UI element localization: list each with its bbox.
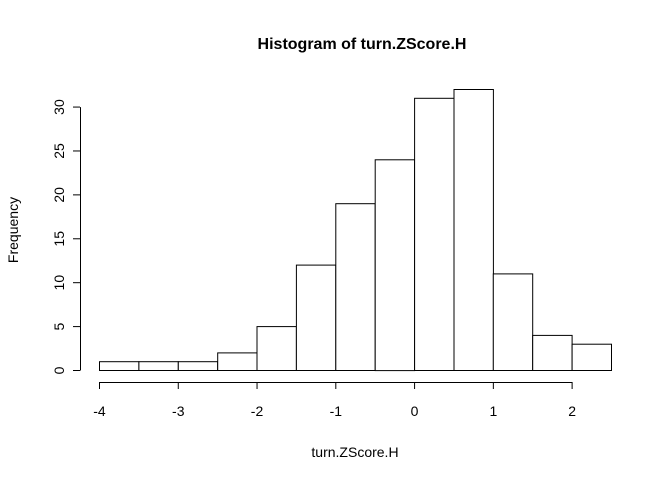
histogram-bar: [414, 97, 455, 372]
histogram-bar: [453, 89, 494, 371]
y-tick-label: 20: [51, 187, 67, 203]
x-tick-label: -3: [172, 403, 185, 419]
chart-title: Histogram of turn.ZScore.H: [258, 36, 467, 53]
bars-group: [99, 89, 612, 372]
histogram-bar: [177, 361, 219, 372]
histogram-bar: [295, 264, 337, 372]
y-axis-label: Frequency: [5, 197, 21, 263]
x-tick-label: 1: [489, 403, 497, 419]
y-tick-label: 10: [51, 275, 67, 291]
y-tick-label: 25: [51, 143, 67, 159]
histogram-bar: [571, 343, 612, 372]
x-axis: -4 -3 -2 -1 0 1 2: [93, 382, 576, 419]
y-tick-label: 5: [51, 322, 67, 330]
x-tick-label: -1: [330, 403, 343, 419]
histogram-bar: [532, 334, 573, 371]
histogram-bar: [99, 361, 140, 372]
y-tick-label: 0: [51, 366, 67, 374]
x-axis-label: turn.ZScore.H: [311, 444, 398, 460]
histogram-bar: [492, 273, 534, 371]
histogram-bar: [138, 361, 179, 372]
y-tick-label: 30: [51, 99, 67, 115]
x-tick-label: -4: [93, 403, 106, 419]
y-axis: 0 5 10 15 20 25 30: [51, 99, 81, 374]
histogram-bar: [217, 352, 258, 371]
x-tick-label: 2: [568, 403, 576, 419]
y-tick-label: 15: [51, 231, 67, 247]
x-tick-label: 0: [411, 403, 419, 419]
histogram-bar: [335, 203, 376, 371]
histogram-bar: [374, 159, 416, 372]
histogram-bar: [256, 326, 297, 372]
x-tick-label: -2: [251, 403, 264, 419]
